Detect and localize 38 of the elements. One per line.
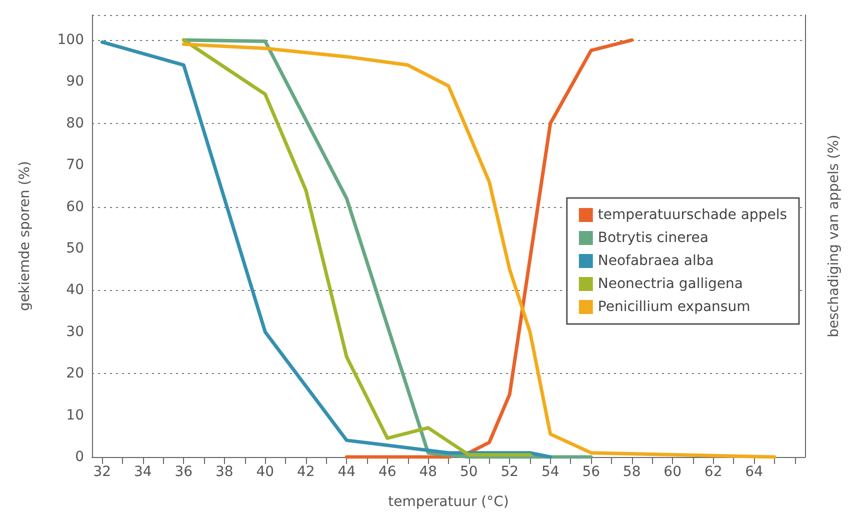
y-tick-label: 10 [66, 407, 84, 424]
y-tick-label: 80 [66, 115, 84, 132]
y-tick-label: 40 [66, 282, 84, 298]
x-tick-label: 32 [93, 464, 112, 480]
legend-label: Penicillium expansum [598, 299, 750, 315]
x-tick-label: 58 [622, 464, 641, 480]
x-tick-label: 50 [460, 464, 478, 480]
y-tick-label: 0 [75, 449, 84, 465]
y-tick-label: 100 [57, 32, 84, 48]
y-axis-title: gekiemde sporen (%) [17, 160, 33, 312]
y-tick-label: 30 [66, 324, 84, 340]
x-tick-label: 44 [338, 464, 356, 480]
line-series [100, 40, 552, 459]
x-tick-label: 42 [296, 464, 315, 480]
y2-axis-title: beschadiging van appels (%) [826, 134, 842, 338]
y-tick-label: 70 [66, 157, 84, 174]
y-tick-label: 90 [66, 74, 84, 90]
x-tick-label: 34 [134, 464, 152, 480]
x-tick-label: 54 [541, 464, 560, 480]
x-tick-label: 64 [745, 464, 764, 480]
legend-label: Botrytis cinerea [598, 230, 708, 246]
x-tick-label: 62 [704, 464, 722, 480]
x-tick-label: 56 [582, 464, 600, 480]
x-tick-label: 40 [256, 464, 274, 480]
x-tick-label: 48 [419, 464, 438, 480]
x-tick-label: 46 [378, 464, 396, 480]
line-series [182, 38, 532, 457]
x-tick-label: 52 [500, 464, 519, 480]
y-tick-label: 20 [66, 366, 84, 382]
legend-label: Neofabraea alba [598, 253, 714, 269]
y-tick-label: 60 [66, 198, 84, 215]
y-tick-label: 50 [66, 240, 84, 257]
x-tick-label: 60 [664, 464, 682, 480]
legend-label: temperatuurschade appels [598, 207, 787, 223]
x-tick-label: 38 [216, 464, 234, 480]
x-axis-title: temperatuur (°C) [388, 494, 509, 510]
legend-label: Neonectria galligena [598, 276, 743, 292]
x-tick-label: 36 [174, 464, 193, 480]
